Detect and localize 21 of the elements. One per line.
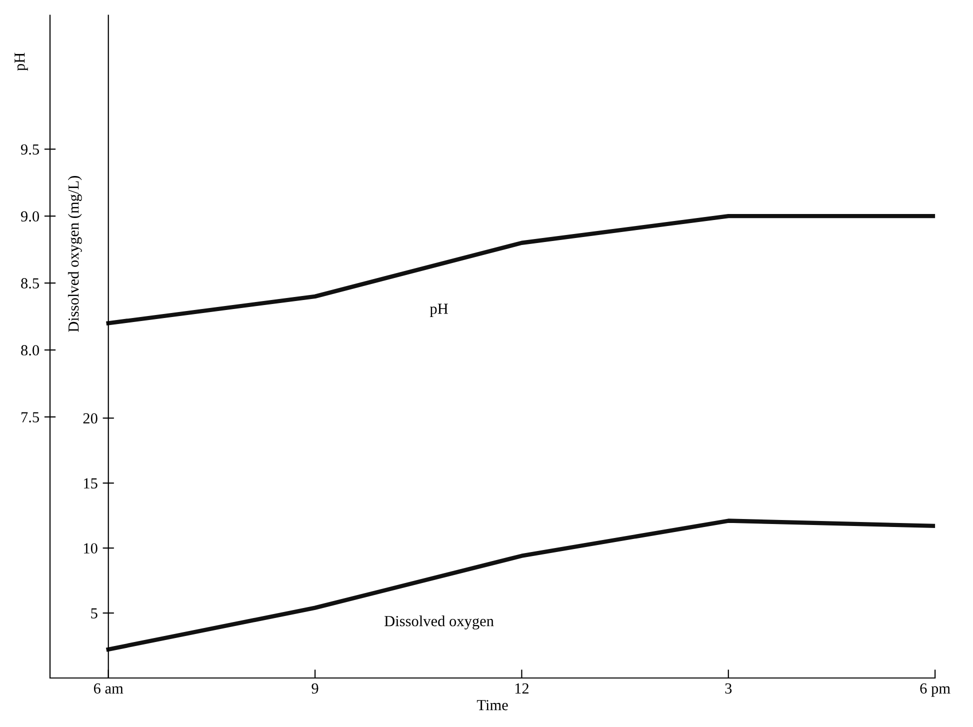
text: pH (430, 304, 448, 318)
y2-tick-label: 15 (84, 478, 98, 489)
x-tick-label: 6 pm (920, 683, 950, 697)
line-series (106, 214, 936, 326)
x-tick-label: 9 (312, 683, 318, 694)
x-axis-title: Time (476, 700, 508, 710)
y2-tick-label: 10 (84, 543, 98, 554)
x-tick-label: 12 (515, 683, 529, 694)
line-series (106, 518, 936, 652)
x-tick-label: 3 (725, 683, 732, 694)
y2-tick-label: 20 (83, 413, 98, 424)
y2-axis-title: Dissolved oxygen (mg/L) (68, 176, 82, 332)
y-axis-title: pH (14, 52, 28, 71)
series-label: Dissolved oxygen (384, 616, 494, 630)
y-tick-label: 8.5 (21, 278, 39, 289)
y-tick-label: 8.0 (21, 345, 40, 356)
y-tick-label: 7.5 (22, 412, 39, 422)
x-tick-label: 6 am (94, 683, 124, 694)
y-tick-label: 9.5 (20, 144, 39, 155)
y-tick-label: 9.0 (20, 211, 40, 222)
y2-tick-label: 5 (91, 608, 98, 618)
